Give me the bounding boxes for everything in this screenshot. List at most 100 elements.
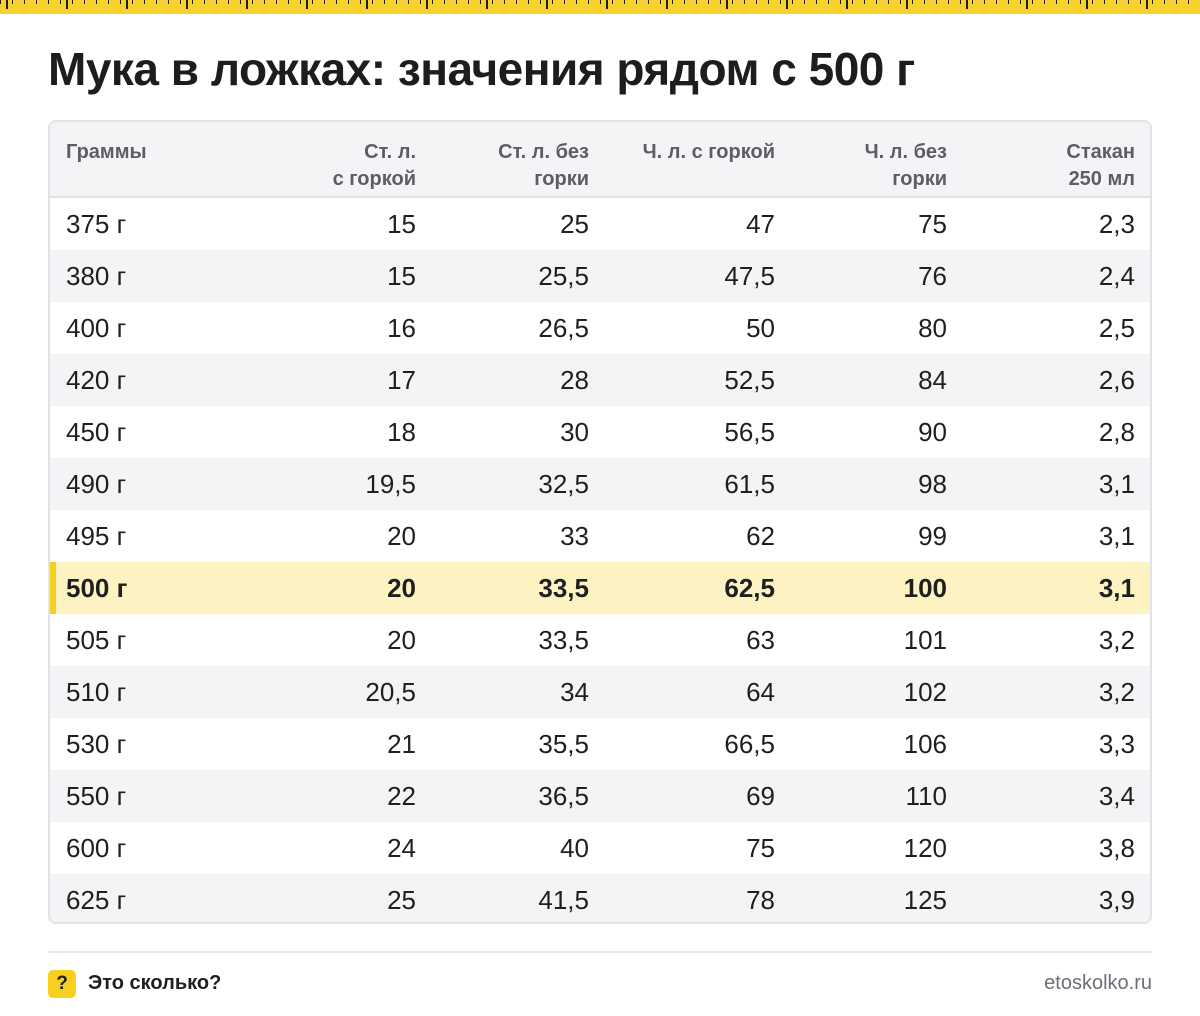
table-row: 530 г 21 35,5 66,5 106 3,3 (50, 718, 1150, 770)
cell-grams: 400 г (66, 312, 127, 343)
cell-tbsp-heaped: 20,5 (365, 676, 416, 707)
cell-tsp-level: 75 (918, 208, 947, 239)
cell-tsp-heaped: 47 (746, 208, 775, 239)
brand-name: Это сколько? (88, 972, 222, 994)
cell-tbsp-level: 34 (560, 676, 589, 707)
cell-tbsp-heaped: 22 (387, 780, 416, 811)
cell-tbsp-level: 32,5 (538, 468, 589, 499)
cell-grams: 550 г (66, 780, 127, 811)
cell-tbsp-heaped: 25 (387, 884, 416, 915)
cell-tsp-level: 90 (918, 416, 947, 447)
table-row: 600 г 24 40 75 120 3,8 (50, 822, 1150, 874)
ruler-decoration (0, 0, 1200, 14)
cell-cup: 2,5 (1098, 312, 1135, 343)
cell-tbsp-level: 28 (560, 364, 589, 395)
cell-tsp-heaped: 63 (746, 624, 775, 655)
cell-tbsp-level: 30 (560, 416, 589, 447)
cell-cup: 3,9 (1098, 884, 1135, 915)
cell-grams: 530 г (66, 728, 127, 759)
cell-cup: 3,1 (1098, 572, 1135, 603)
cell-tsp-heaped: 66,5 (724, 728, 775, 759)
cell-tsp-level: 99 (918, 520, 947, 551)
cell-tbsp-heaped: 18 (387, 416, 416, 447)
cell-tbsp-level: 26,5 (538, 312, 589, 343)
cell-tsp-level: 110 (905, 780, 947, 811)
cell-tbsp-heaped: 17 (387, 364, 416, 395)
cell-tbsp-heaped: 15 (387, 260, 416, 291)
cell-tsp-heaped: 64 (746, 676, 775, 707)
cell-tsp-level: 106 (903, 728, 947, 759)
cell-cup: 3,1 (1098, 468, 1135, 499)
site-link[interactable]: etoskolko.ru (1044, 972, 1152, 994)
cell-grams: 420 г (66, 364, 127, 395)
cell-tbsp-level: 41,5 (538, 884, 589, 915)
cell-tbsp-level: 25 (560, 208, 589, 239)
header-tbsp-heaped: Ст. л. с горкой (332, 141, 416, 190)
cell-cup: 3,1 (1098, 520, 1135, 551)
cell-tsp-level: 100 (903, 572, 947, 603)
page-title: Мука в ложках: значения рядом с 500 г (48, 43, 915, 95)
table-row: 550 г 22 36,5 69 110 3,4 (50, 770, 1150, 822)
cell-grams: 375 г (66, 208, 127, 239)
header-tsp-level: Ч. л. без горки (864, 141, 947, 190)
cell-tsp-level: 84 (918, 364, 947, 395)
cell-cup: 3,2 (1098, 676, 1135, 707)
cell-tsp-heaped: 78 (746, 884, 775, 915)
cell-cup: 3,4 (1098, 780, 1135, 811)
table-row: 375 г 15 25 47 75 2,3 (50, 198, 1150, 250)
table-row: 495 г 20 33 62 99 3,1 (50, 510, 1150, 562)
cell-cup: 2,3 (1098, 208, 1135, 239)
cell-tbsp-heaped: 16 (387, 312, 416, 343)
cell-cup: 2,4 (1098, 260, 1135, 291)
footer-divider (48, 951, 1152, 953)
table-header: Граммы Ст. л. с горкой Ст. л. без горки … (50, 122, 1150, 198)
conversion-table: Граммы Ст. л. с горкой Ст. л. без горки … (48, 120, 1152, 924)
cell-tbsp-heaped: 20 (387, 572, 416, 603)
cell-tsp-level: 76 (918, 260, 947, 291)
header-tsp-heaped: Ч. л. с горкой (642, 141, 775, 163)
cell-tbsp-heaped: 20 (387, 520, 416, 551)
cell-tbsp-level: 33,5 (538, 572, 589, 603)
cell-grams: 600 г (66, 832, 127, 863)
cell-tsp-heaped: 61,5 (724, 468, 775, 499)
cell-tbsp-level: 33,5 (538, 624, 589, 655)
cell-tsp-level: 80 (918, 312, 947, 343)
cell-grams: 495 г (66, 520, 127, 551)
cell-grams: 500 г (66, 572, 128, 603)
cell-cup: 3,8 (1098, 832, 1135, 863)
cell-cup: 2,8 (1098, 416, 1135, 447)
cell-tsp-level: 102 (903, 676, 947, 707)
cell-grams: 450 г (66, 416, 127, 447)
cell-grams: 625 г (66, 884, 127, 915)
table-row: 420 г 17 28 52,5 84 2,6 (50, 354, 1150, 406)
table-row: 625 г 25 41,5 78 125 3,9 (50, 874, 1150, 922)
cell-cup: 3,3 (1098, 728, 1135, 759)
cell-tbsp-level: 35,5 (538, 728, 589, 759)
header-tbsp-level: Ст. л. без горки (498, 141, 589, 190)
cell-tsp-heaped: 50 (746, 312, 775, 343)
cell-tsp-level: 98 (918, 468, 947, 499)
question-mark-icon: ? (48, 970, 76, 998)
cell-tbsp-level: 36,5 (538, 780, 589, 811)
table-row: 450 г 18 30 56,5 90 2,8 (50, 406, 1150, 458)
cell-tbsp-heaped: 24 (387, 832, 416, 863)
cell-grams: 510 г (66, 676, 127, 707)
cell-grams: 380 г (66, 260, 127, 291)
cell-tsp-heaped: 52,5 (724, 364, 775, 395)
cell-tsp-level: 120 (903, 832, 947, 863)
cell-tbsp-heaped: 19,5 (365, 468, 416, 499)
table-row: 400 г 16 26,5 50 80 2,5 (50, 302, 1150, 354)
cell-grams: 490 г (66, 468, 127, 499)
header-cup-250ml: Стакан 250 мл (1066, 141, 1135, 190)
cell-tbsp-level: 25,5 (538, 260, 589, 291)
table-row: 510 г 20,5 34 64 102 3,2 (50, 666, 1150, 718)
cell-tsp-level: 101 (903, 624, 947, 655)
cell-tsp-heaped: 47,5 (724, 260, 775, 291)
cell-tbsp-heaped: 21 (387, 728, 416, 759)
table-row: 380 г 15 25,5 47,5 76 2,4 (50, 250, 1150, 302)
cell-tsp-level: 125 (903, 884, 947, 915)
cell-tsp-heaped: 62,5 (724, 572, 775, 603)
table-body: 375 г 15 25 47 75 2,3 380 г 15 25,5 47,5 76 2,4 400 … (50, 198, 1150, 922)
cell-tsp-heaped: 75 (746, 832, 775, 863)
header-grams: Граммы (66, 141, 147, 163)
